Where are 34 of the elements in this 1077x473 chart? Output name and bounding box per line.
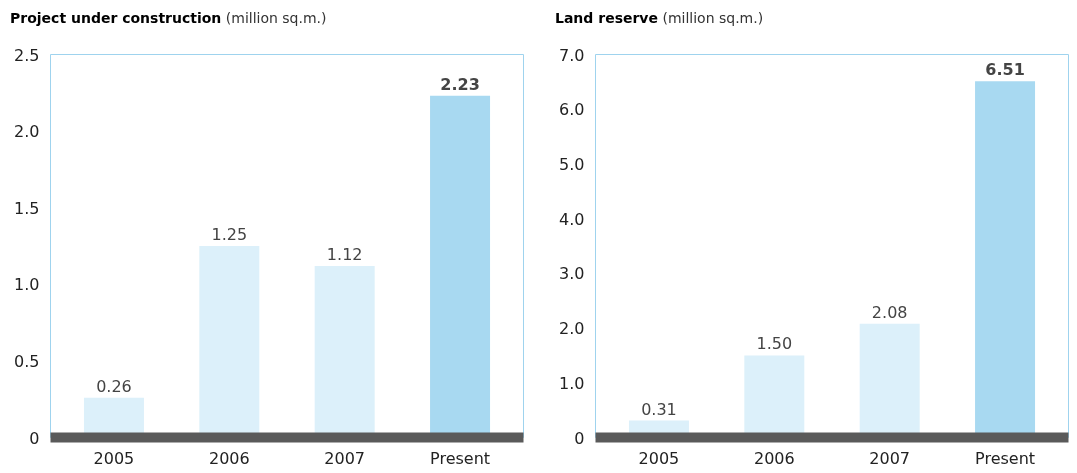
- y-tick-label: 3.0: [559, 264, 585, 284]
- data-label: 2.23: [440, 74, 480, 94]
- y-tick-label: 4.0: [559, 209, 585, 229]
- y-tick-label: 5.0: [559, 154, 585, 174]
- y-tick-label: 2.5: [14, 45, 40, 65]
- x-tick-label: Present: [975, 448, 1036, 468]
- y-tick-label: 7.0: [559, 45, 585, 65]
- chart-subtitle: (million sq.m.): [225, 10, 327, 26]
- data-label: 6.51: [985, 60, 1025, 80]
- chart-title: Project under construction: [10, 10, 222, 26]
- y-tick-label: 6.0: [559, 100, 585, 120]
- data-label: 0.31: [641, 399, 677, 419]
- y-tick-label: 0: [29, 428, 40, 448]
- data-label: 2.08: [871, 302, 908, 322]
- data-label: 1.12: [326, 244, 363, 264]
- x-tick-label: Present: [430, 448, 491, 468]
- y-tick-label: 1.0: [14, 275, 40, 295]
- x-tick-label: 2007: [324, 448, 366, 468]
- y-tick-label: 0.5: [14, 351, 40, 371]
- y-tick-label: 0: [574, 428, 585, 448]
- y-tick-label: 1.0: [559, 373, 585, 393]
- data-label: 1.50: [756, 334, 793, 354]
- chart-title: Land reserve: [555, 10, 658, 26]
- y-tick-label: 2.0: [14, 122, 40, 142]
- x-tick-label: 2005: [93, 448, 135, 468]
- x-tick-label: 2006: [753, 448, 795, 468]
- data-label: 0.26: [96, 376, 132, 396]
- y-tick-label: 1.5: [14, 198, 40, 218]
- y-tick-label: 2.0: [559, 319, 585, 339]
- chart-subtitle: (million sq.m.): [662, 10, 764, 26]
- x-tick-label: 2005: [638, 448, 680, 468]
- data-label: 1.25: [211, 225, 248, 244]
- x-tick-label: 2006: [208, 448, 250, 468]
- x-tick-label: 2007: [869, 448, 911, 468]
